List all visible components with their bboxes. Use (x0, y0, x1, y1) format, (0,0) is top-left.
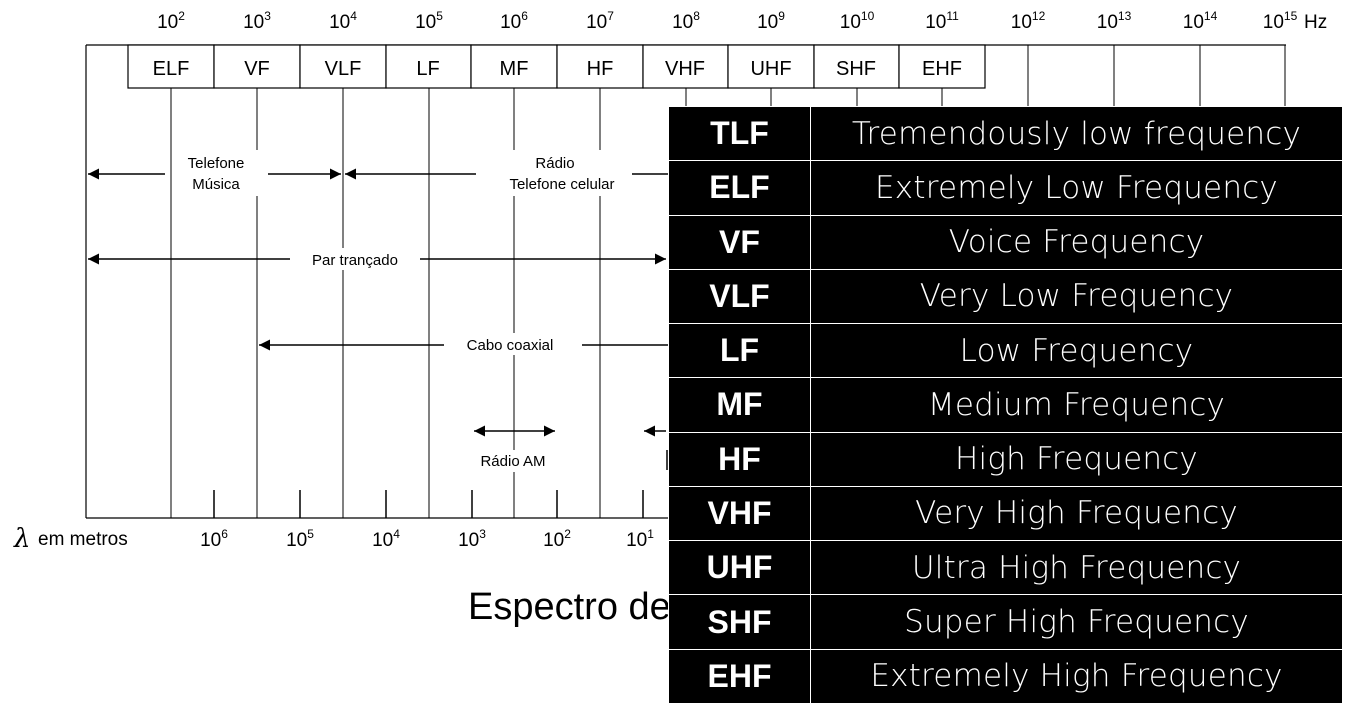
freq-tick-4: 104 (329, 9, 357, 33)
label-radio: Rádio (535, 155, 574, 172)
band-label-vf: VF (244, 58, 270, 80)
lambda-symbol: λ (13, 524, 30, 554)
legend-abbr: ELF (668, 160, 811, 216)
legend-row: EHF Extremely High Frequency (668, 648, 1343, 705)
band-legend-table: TLF Tremendously low frequency ELF Extreme… (668, 105, 1343, 705)
legend-row: TLF Tremendously low frequency (668, 105, 1343, 162)
legend-full-name: Tremendously low frequency (810, 105, 1343, 162)
legend-full-name: Voice Frequency (810, 214, 1343, 270)
label-telefone-celular: Telefone celular (509, 176, 614, 193)
band-label-lf: LF (416, 58, 439, 80)
wavelength-label: em metros (38, 529, 128, 550)
freq-tick-2: 102 (157, 9, 185, 33)
band-boxes (127, 44, 986, 89)
legend-abbr: UHF (668, 540, 811, 596)
legend-abbr: HF (668, 431, 811, 487)
freq-tick-6: 106 (500, 9, 528, 33)
legend-row: ELF Extremely Low Frequency (668, 160, 1343, 216)
legend-abbr: VF (668, 214, 811, 270)
wl-tick-6: 106 (200, 527, 228, 551)
label-par-trancado: Par trançado (312, 252, 398, 269)
freq-tick-13: 1013 (1097, 9, 1132, 33)
legend-full-name: Low Frequency (810, 323, 1343, 379)
freq-tick-8: 108 (672, 9, 700, 33)
legend-full-name: Very Low Frequency (810, 268, 1343, 325)
legend-row: HF High Frequency (668, 431, 1343, 487)
legend-full-name: Super High Frequency (810, 594, 1343, 650)
legend-row: VLF Very Low Frequency (668, 268, 1343, 325)
wavelength-ticks (213, 490, 644, 518)
legend-row: SHF Super High Frequency (668, 594, 1343, 650)
legend-row: MF Medium Frequency (668, 377, 1343, 433)
freq-tick-10: 1010 (840, 9, 875, 33)
legend-row: LF Low Frequency (668, 323, 1343, 379)
legend-full-name: Extremely Low Frequency (810, 160, 1343, 216)
legend-row: VF Voice Frequency (668, 214, 1343, 270)
legend-full-name: High Frequency (810, 431, 1343, 487)
legend-full-name: Medium Frequency (810, 377, 1343, 433)
freq-unit: Hz (1304, 12, 1327, 33)
freq-tick-3: 103 (243, 9, 271, 33)
frequency-gridlines (170, 45, 1286, 518)
wl-tick-3: 103 (458, 527, 486, 551)
wl-tick-2: 102 (543, 527, 571, 551)
band-label-vlf: VLF (325, 58, 362, 80)
freq-tick-12: 1012 (1011, 9, 1046, 33)
legend-row: VHF Very High Frequency (668, 485, 1343, 542)
legend-abbr: MF (668, 377, 811, 433)
legend-abbr: EHF (668, 648, 811, 705)
wl-tick-4: 104 (372, 527, 400, 551)
freq-tick-5: 105 (415, 9, 443, 33)
label-musica: Música (192, 176, 240, 193)
band-label-uhf: UHF (750, 58, 791, 80)
legend-abbr: LF (668, 323, 811, 379)
freq-tick-11: 1011 (925, 9, 959, 33)
band-label-elf: ELF (153, 58, 190, 80)
freq-tick-14: 1014 (1183, 9, 1218, 33)
diagram-title: Espectro de (468, 586, 671, 628)
legend-full-name: Very High Frequency (810, 485, 1343, 542)
freq-tick-15: 1015 (1263, 9, 1298, 33)
label-radio-am: Rádio AM (480, 453, 545, 470)
wl-tick-1: 101 (626, 527, 654, 551)
legend-abbr: VLF (668, 268, 811, 325)
legend-abbr: SHF (668, 594, 811, 650)
legend-full-name: Ultra High Frequency (810, 540, 1343, 596)
label-cabo-coaxial: Cabo coaxial (467, 337, 554, 354)
freq-tick-9: 109 (757, 9, 785, 33)
legend-row: UHF Ultra High Frequency (668, 540, 1343, 596)
band-label-hf: HF (587, 58, 614, 80)
band-label-vhf: VHF (665, 58, 705, 80)
legend-abbr: VHF (668, 485, 811, 542)
label-masks (172, 150, 630, 472)
band-label-ehf: EHF (922, 58, 962, 80)
wl-tick-5: 105 (286, 527, 314, 551)
media-arrows (88, 168, 668, 437)
band-label-shf: SHF (836, 58, 876, 80)
label-telefone: Telefone (188, 155, 245, 172)
legend-abbr: TLF (668, 105, 811, 162)
band-label-mf: MF (500, 58, 529, 80)
legend-full-name: Extremely High Frequency (810, 648, 1343, 705)
freq-tick-7: 107 (586, 9, 614, 33)
